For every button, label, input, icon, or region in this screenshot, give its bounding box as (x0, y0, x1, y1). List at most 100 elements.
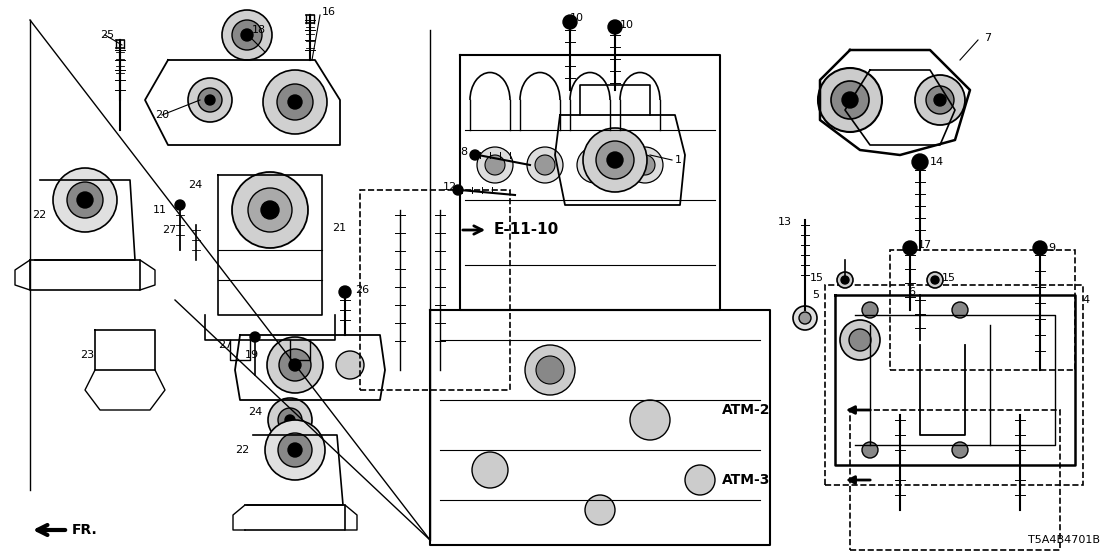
Circle shape (583, 128, 647, 192)
Text: FR.: FR. (72, 523, 98, 537)
Circle shape (472, 452, 507, 488)
Circle shape (76, 192, 93, 208)
Text: 25: 25 (100, 30, 114, 40)
Text: 27: 27 (162, 225, 176, 235)
Circle shape (205, 95, 215, 105)
Circle shape (630, 400, 670, 440)
Text: 18: 18 (252, 25, 266, 35)
Circle shape (926, 86, 954, 114)
Circle shape (635, 155, 655, 175)
Circle shape (268, 398, 312, 442)
Circle shape (470, 150, 480, 160)
Text: 14: 14 (930, 157, 944, 167)
Text: 11: 11 (153, 205, 167, 215)
Text: 7: 7 (984, 33, 992, 43)
Text: 26: 26 (355, 285, 369, 295)
Circle shape (536, 356, 564, 384)
Circle shape (485, 155, 505, 175)
Circle shape (585, 495, 615, 525)
Circle shape (627, 147, 663, 183)
Circle shape (53, 168, 117, 232)
Circle shape (267, 337, 324, 393)
Circle shape (250, 332, 260, 342)
Circle shape (478, 147, 513, 183)
Circle shape (903, 241, 917, 255)
Circle shape (596, 141, 634, 179)
Text: 1: 1 (675, 155, 683, 165)
Circle shape (799, 312, 811, 324)
Circle shape (222, 10, 271, 60)
Text: 13: 13 (778, 217, 792, 227)
Circle shape (577, 147, 613, 183)
Text: 22: 22 (32, 210, 47, 220)
Circle shape (840, 320, 880, 360)
Circle shape (793, 306, 817, 330)
Circle shape (242, 29, 253, 41)
Circle shape (915, 75, 965, 125)
Circle shape (818, 68, 882, 132)
Circle shape (285, 415, 295, 425)
Circle shape (289, 359, 301, 371)
Circle shape (277, 84, 312, 120)
Circle shape (279, 349, 311, 381)
Circle shape (288, 443, 302, 457)
Circle shape (263, 70, 327, 134)
Circle shape (278, 433, 312, 467)
Circle shape (862, 302, 878, 318)
Bar (360, 190, 510, 390)
Text: T5A4B4701B: T5A4B4701B (1028, 535, 1100, 545)
Circle shape (608, 20, 622, 34)
Text: 24: 24 (188, 180, 203, 190)
Text: 24: 24 (248, 407, 263, 417)
Text: 9: 9 (1048, 243, 1055, 253)
Circle shape (232, 172, 308, 248)
Bar (850, 410, 1060, 550)
Text: 8: 8 (460, 147, 468, 157)
Text: 17: 17 (919, 240, 932, 250)
Circle shape (453, 185, 463, 195)
Text: 20: 20 (155, 110, 170, 120)
Circle shape (607, 152, 623, 168)
Circle shape (535, 155, 555, 175)
Circle shape (585, 155, 605, 175)
Circle shape (261, 201, 279, 219)
Circle shape (841, 276, 849, 284)
Text: E-11-10: E-11-10 (494, 223, 560, 238)
Circle shape (527, 147, 563, 183)
Text: 10: 10 (570, 13, 584, 23)
Text: 10: 10 (620, 20, 634, 30)
Circle shape (927, 272, 943, 288)
Circle shape (952, 442, 968, 458)
Text: ATM-2: ATM-2 (722, 403, 770, 417)
Circle shape (265, 420, 325, 480)
Circle shape (175, 200, 185, 210)
Circle shape (842, 92, 858, 108)
Circle shape (336, 351, 365, 379)
Circle shape (339, 286, 351, 298)
Text: 23: 23 (80, 350, 94, 360)
Circle shape (912, 154, 929, 170)
Circle shape (232, 20, 261, 50)
Circle shape (837, 272, 853, 288)
Circle shape (248, 188, 293, 232)
Circle shape (525, 345, 575, 395)
Circle shape (66, 182, 103, 218)
Text: 6: 6 (907, 287, 915, 297)
Circle shape (198, 88, 222, 112)
Text: 21: 21 (332, 223, 346, 233)
Circle shape (685, 465, 715, 495)
Bar (890, 250, 1075, 370)
Text: 4: 4 (1083, 295, 1089, 305)
Text: 15: 15 (942, 273, 956, 283)
Circle shape (849, 329, 871, 351)
Text: 16: 16 (322, 7, 336, 17)
Circle shape (278, 408, 302, 432)
Text: 15: 15 (810, 273, 824, 283)
Text: ATM-3: ATM-3 (722, 473, 770, 487)
Circle shape (862, 442, 878, 458)
Circle shape (934, 94, 946, 106)
Text: 5: 5 (812, 290, 819, 300)
Circle shape (188, 78, 232, 122)
Circle shape (288, 95, 302, 109)
Circle shape (952, 302, 968, 318)
